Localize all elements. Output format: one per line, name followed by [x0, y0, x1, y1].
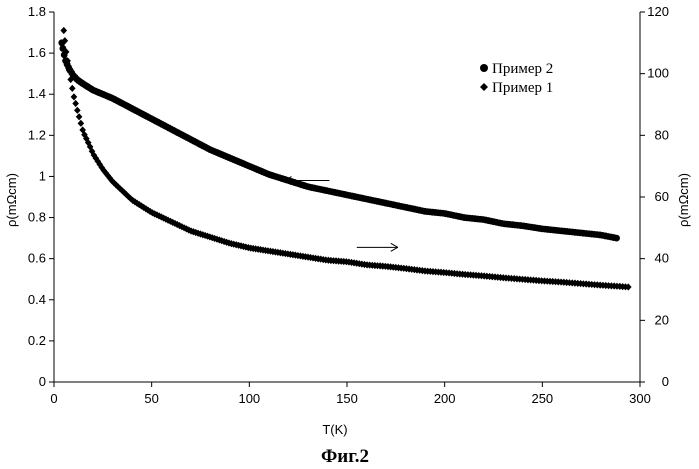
right-tick-label: 80	[655, 127, 669, 142]
data-point-diamond	[70, 93, 78, 101]
left-tick-label: 1	[39, 168, 46, 183]
left-tick-label: 1.8	[28, 4, 46, 19]
data-point-diamond	[62, 48, 70, 56]
legend-label-series-2: Пример 2	[492, 61, 553, 77]
data-point-diamond	[68, 84, 76, 92]
data-point-diamond	[140, 203, 147, 211]
data-point-diamond	[135, 201, 143, 209]
left-tick-label: 1.4	[28, 86, 46, 101]
y-axis-label: ρ(mΩcm)	[4, 173, 19, 227]
right-tick-label: 100	[647, 66, 669, 81]
x-tick-label: 0	[50, 391, 57, 406]
x-axis-label: T(K)	[322, 422, 347, 437]
annotation-layer	[284, 176, 399, 252]
left-tick-label: 0.2	[28, 333, 46, 348]
data-point-diamond	[60, 26, 68, 35]
series-layer	[58, 26, 632, 291]
left-tick-label: 1.6	[28, 45, 46, 60]
data-point-diamond	[75, 113, 83, 121]
right-tick-label: 0	[662, 374, 669, 389]
data-point-diamond	[65, 66, 73, 75]
right-axis-ticks: 0 20 40 60 80 100 120	[640, 4, 669, 389]
x-tick-label: 300	[629, 391, 651, 406]
legend: Пример 2 Пример 1	[480, 61, 553, 96]
axis-arrow-right	[356, 242, 399, 252]
left-tick-label: 0	[39, 374, 46, 389]
series-2	[60, 26, 632, 291]
right-tick-label: 120	[647, 4, 669, 19]
data-point-diamond	[180, 224, 188, 232]
legend-marker-diamond	[480, 83, 488, 91]
right-tick-label: 60	[655, 189, 669, 204]
x-tick-label: 250	[531, 391, 553, 406]
data-point-diamond	[77, 119, 85, 127]
x-tick-label: 200	[434, 391, 456, 406]
axis-arrow-left	[284, 176, 330, 185]
left-axis-ticks: 0 0.2 0.4 0.6 0.8 1 1.2 1.4 1.6 1.8	[28, 4, 54, 389]
left-tick-label: 0.4	[28, 292, 46, 307]
data-point-diamond	[74, 106, 81, 114]
x-tick-label: 50	[144, 391, 158, 406]
series-1	[58, 39, 620, 242]
x-axis-ticks: 0 50 100 150 200 250 300	[50, 382, 651, 406]
right-tick-label: 40	[655, 251, 669, 266]
x-tick-label: 150	[336, 391, 358, 406]
y2-axis-label: ρ(mΩcm)	[676, 173, 691, 227]
data-point-diamond	[72, 99, 79, 108]
data-point-diamond	[125, 193, 132, 201]
figure-caption: Фиг.2	[321, 446, 369, 467]
legend-marker-circle	[480, 64, 488, 72]
arrow-head	[390, 242, 399, 252]
data-point-diamond	[127, 195, 134, 203]
arrow-head	[284, 176, 292, 185]
right-tick-label: 20	[655, 312, 669, 327]
legend-label-series-1: Пример 1	[492, 80, 553, 96]
data-point-diamond	[61, 37, 69, 45]
data-point-diamond	[133, 199, 141, 207]
left-tick-label: 0.6	[28, 251, 46, 266]
x-tick-label: 100	[238, 391, 260, 406]
data-point-diamond	[67, 75, 74, 84]
data-point-diamond	[64, 57, 71, 65]
data-point-circle	[613, 234, 620, 242]
left-tick-label: 1.2	[28, 127, 46, 142]
data-point-diamond	[624, 283, 632, 291]
left-tick-label: 0.8	[28, 210, 46, 225]
